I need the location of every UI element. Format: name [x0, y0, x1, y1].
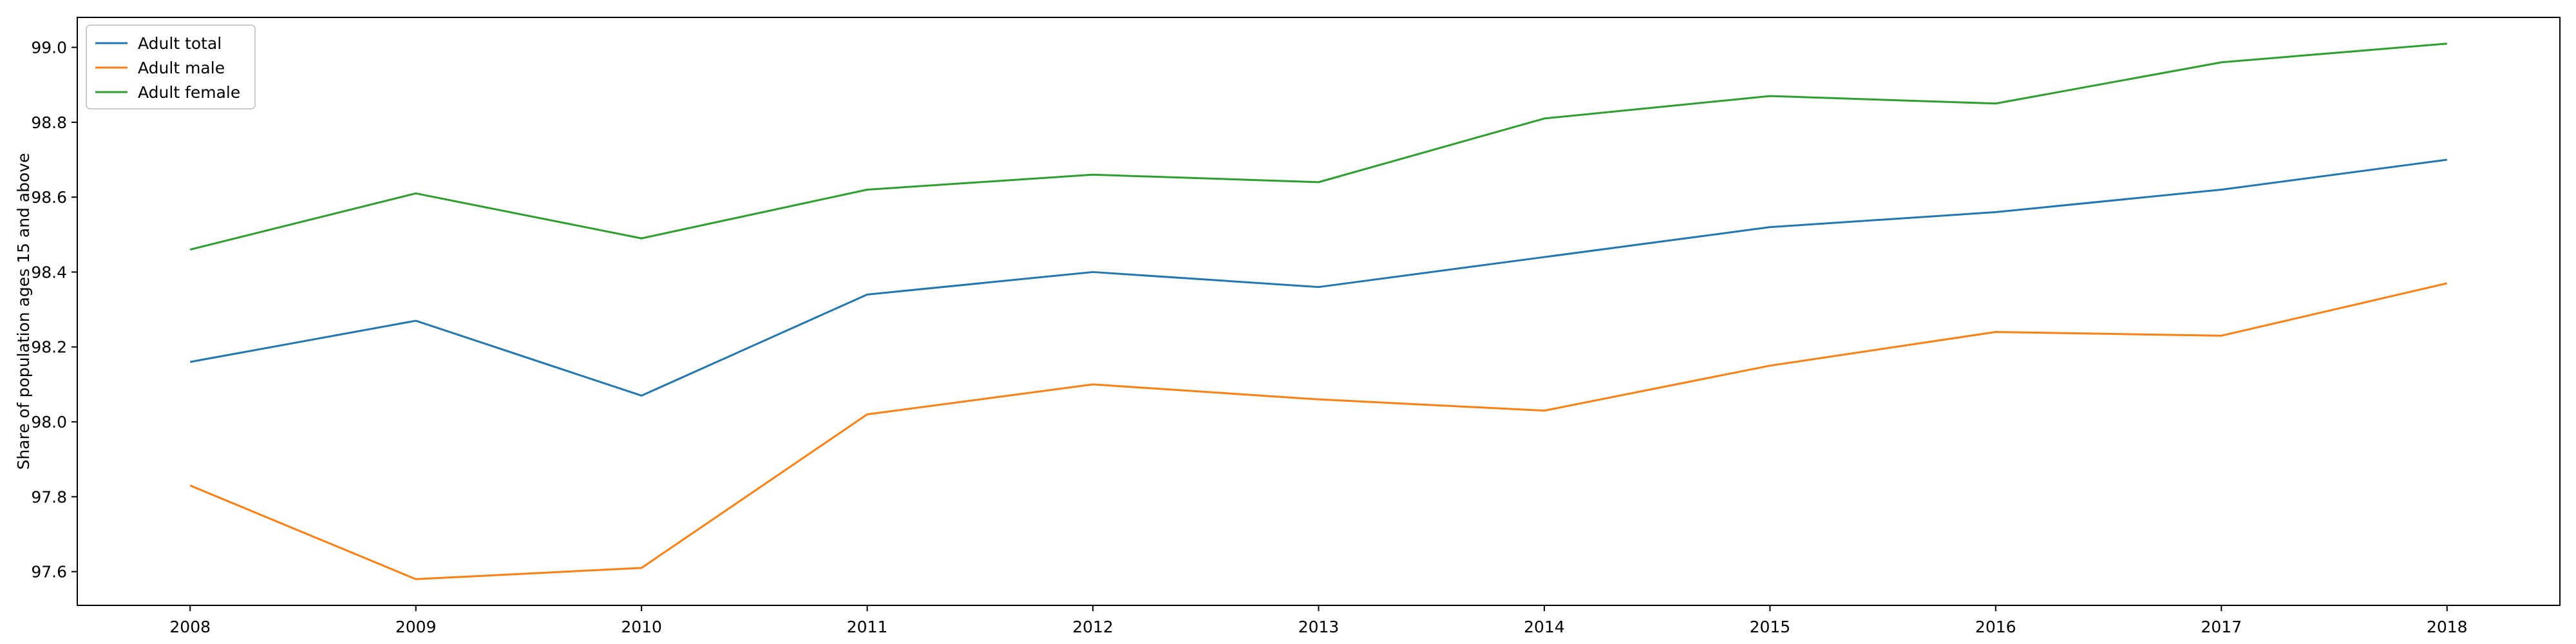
x-tick-label: 2011: [847, 618, 888, 636]
y-tick-label: 98.0: [31, 413, 67, 431]
plot-area: [189, 43, 2448, 580]
series-line-3: [189, 43, 2447, 251]
y-tick-label: 99.0: [31, 39, 67, 57]
legend-label-1: Adult total: [138, 34, 222, 53]
x-tick-label: 2009: [395, 618, 437, 636]
legend-box: [86, 24, 256, 109]
x-tick-label: 2015: [1750, 618, 1791, 636]
x-tick-label: 2013: [1298, 618, 1340, 636]
y-tick-label: 98.8: [31, 113, 67, 132]
x-tick-label: 2014: [1524, 618, 1565, 636]
x-tick-label: 2016: [1975, 618, 2016, 636]
series-line-1: [189, 158, 2447, 397]
x-tick-label: 2017: [2201, 618, 2242, 636]
y-tick-label: 97.6: [31, 563, 67, 582]
y-axis-title: Share of population ages 15 and above: [14, 153, 33, 469]
y-tick-label: 98.4: [31, 263, 67, 281]
legend: Adult total Adult male Adult female: [86, 24, 256, 109]
x-tick-label: 2010: [621, 618, 662, 636]
y-tick-label: 97.8: [31, 488, 67, 506]
y-tick-label: 98.6: [31, 188, 67, 207]
y-tick-label: 98.2: [31, 338, 67, 357]
x-tick-label: 2012: [1072, 618, 1113, 636]
series-line-2: [189, 282, 2448, 580]
x-tick-label: 2008: [169, 618, 211, 636]
ticks: 2008 2009 2010 2011 2012 2013 2014 2015 2016 2017…: [31, 39, 2467, 636]
legend-label-2: Adult male: [138, 59, 225, 77]
legend-label-3: Adult female: [138, 83, 240, 102]
x-tick-label: 2018: [2427, 618, 2468, 636]
